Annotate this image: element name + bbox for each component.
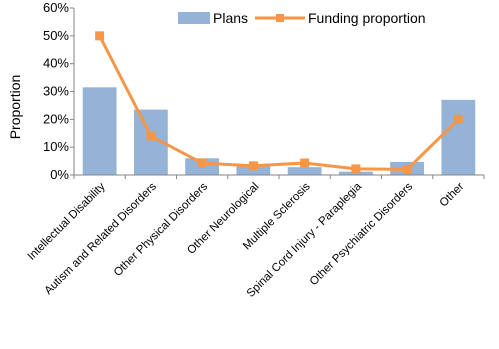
funding-point	[95, 31, 105, 41]
legend: Plans Funding proportion	[178, 10, 426, 26]
funding-point	[146, 131, 156, 141]
y-tick-label: 20%	[43, 111, 69, 126]
y-tick-label: 40%	[43, 56, 69, 71]
funding-point	[197, 158, 207, 168]
funding-point	[402, 164, 412, 174]
funding-point	[351, 164, 361, 174]
y-tick-label: 30%	[43, 84, 69, 99]
line-series-funding	[95, 31, 463, 174]
funding-point	[453, 114, 463, 124]
axes	[70, 7, 485, 179]
legend-swatch-funding-marker	[276, 14, 284, 22]
y-axis-title: Proportion	[7, 75, 23, 140]
x-category-label: Other	[438, 181, 467, 210]
funding-line	[98, 35, 460, 171]
funding-point	[248, 161, 258, 171]
bar	[441, 99, 476, 175]
y-tick-labels: 0% 10% 20% 30% 40% 50% 60%	[43, 0, 69, 182]
y-tick-label: 50%	[43, 28, 69, 43]
x-category-label: Other Psychiatric Disorders	[308, 180, 416, 288]
y-axis-title-group: Proportion	[7, 75, 23, 140]
y-tick-label: 0%	[50, 167, 69, 182]
bar	[82, 87, 117, 175]
y-tick-label: 10%	[43, 139, 69, 154]
x-category-label: Other Physical Disorders	[112, 180, 211, 279]
legend-label-plans: Plans	[213, 10, 248, 26]
x-category-label: Autism and Related Disorders	[42, 180, 159, 297]
legend-swatch-plans	[178, 12, 210, 24]
bar	[287, 167, 322, 175]
funding-point	[300, 158, 310, 168]
legend-label-funding: Funding proportion	[308, 10, 426, 26]
y-tick-label: 60%	[43, 0, 69, 15]
